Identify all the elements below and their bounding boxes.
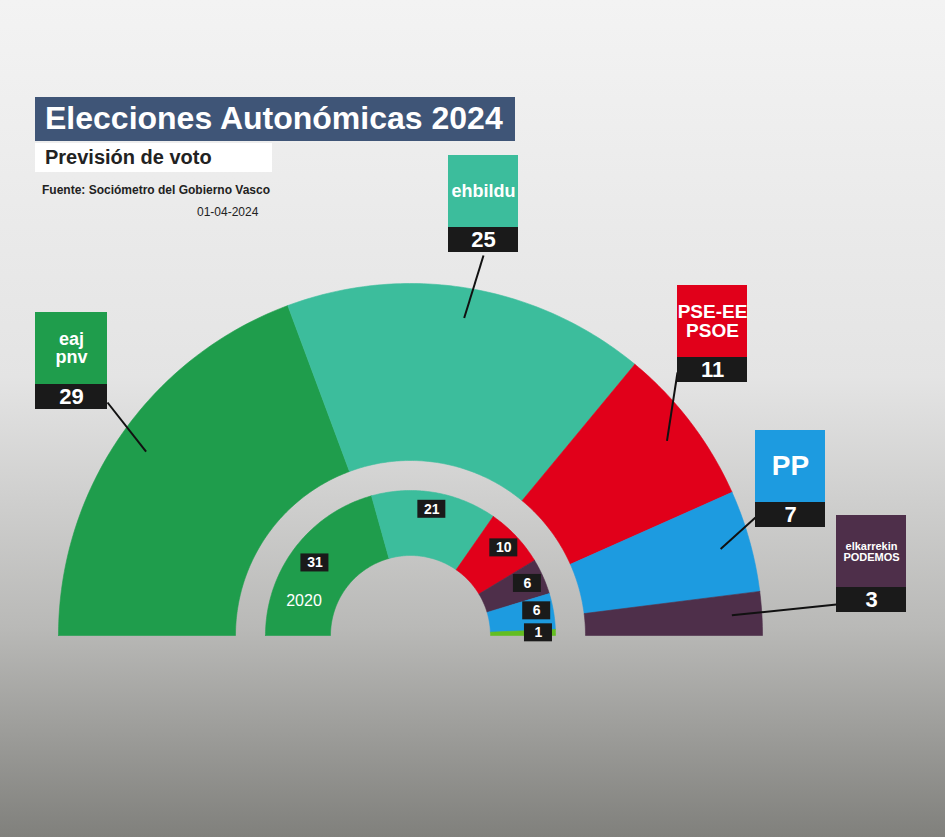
svg-text:6: 6: [524, 575, 532, 591]
svg-text:31: 31: [307, 554, 323, 570]
svg-text:11: 11: [701, 357, 724, 382]
html-text:01-04-2024: 01-04-2024: [197, 205, 259, 219]
html-text:Fuente: Sociómetro del Gobiern: Fuente: Sociómetro del Gobierno Vasco: [42, 183, 270, 197]
svg-text:PSE-EEPSOE: PSE-EEPSOE: [678, 301, 748, 341]
svg-text:elkarrekinPODEMOS: elkarrekinPODEMOS: [843, 540, 899, 563]
svg-text:eajpnv: eajpnv: [55, 329, 87, 367]
svg-text:2020: 2020: [286, 592, 322, 609]
svg-text:10: 10: [496, 539, 512, 555]
svg-text:25: 25: [471, 227, 495, 252]
svg-text:PP: PP: [772, 450, 809, 481]
svg-text:3: 3: [865, 587, 877, 612]
svg-text:6: 6: [533, 602, 541, 618]
html-text:Elecciones Autonómicas 2024: Elecciones Autonómicas 2024: [45, 100, 503, 136]
svg-text:21: 21: [424, 501, 440, 517]
svg-text:ehbildu: ehbildu: [452, 181, 516, 201]
html-text:Previsión de voto: Previsión de voto: [45, 146, 212, 168]
svg-text:1: 1: [535, 624, 543, 640]
svg-text:29: 29: [59, 384, 83, 409]
svg-text:7: 7: [784, 502, 796, 527]
